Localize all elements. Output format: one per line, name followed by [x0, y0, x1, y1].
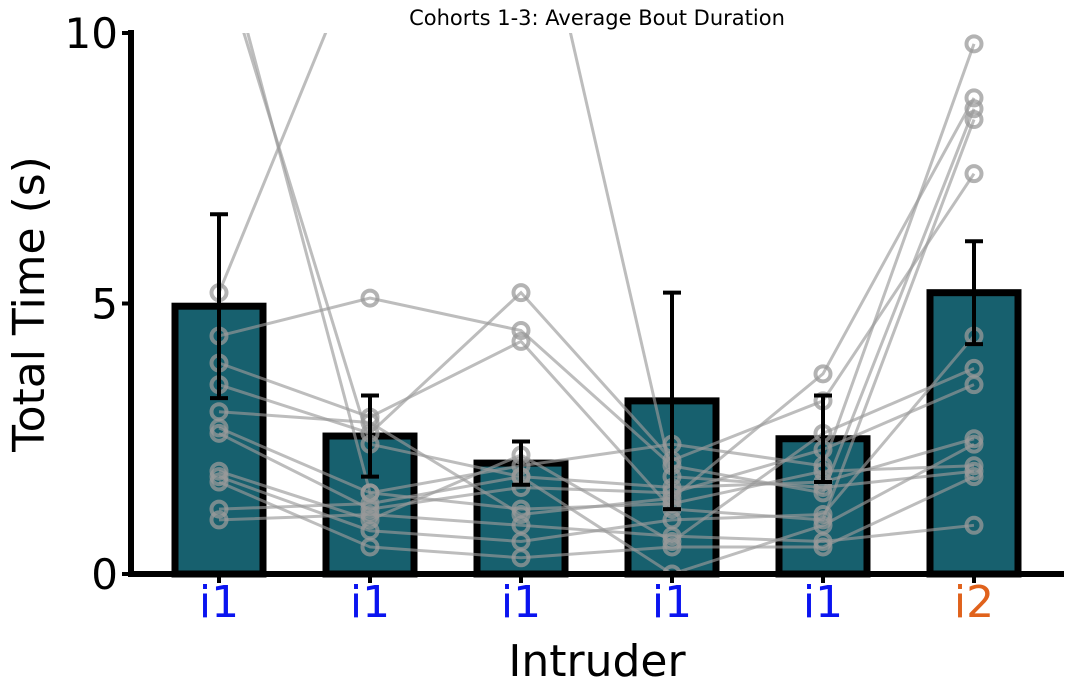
error-bar: [361, 393, 379, 479]
individual-line: [218, 383, 975, 511]
individual-line: [217, 33, 975, 489]
y-tick-label: 10: [65, 9, 118, 58]
individual-point: [662, 526, 682, 546]
x-tick-label: i1: [501, 577, 541, 628]
error-bar: [512, 439, 530, 487]
error-bars-layer: [210, 212, 983, 512]
individual-point: [662, 564, 682, 574]
individual-point: [511, 504, 531, 524]
individual-point: [964, 515, 984, 535]
individual-point: [964, 358, 984, 378]
individual-point: [360, 537, 380, 557]
x-tick-label: i1: [652, 577, 692, 628]
individual-line: [242, 33, 975, 489]
individual-point: [511, 283, 531, 303]
individual-point: [360, 288, 380, 308]
individual-point: [209, 472, 229, 492]
individual-point: [964, 467, 984, 487]
individual-point: [662, 537, 682, 557]
x-axis-label: Intruder: [508, 636, 686, 687]
individual-point: [964, 88, 984, 108]
individual-point: [964, 434, 984, 454]
y-tick-label: 0: [91, 550, 118, 599]
individual-point: [813, 504, 833, 524]
error-bar: [210, 212, 228, 401]
individual-point: [511, 321, 531, 341]
individual-line: [218, 442, 975, 574]
individual-point: [813, 532, 833, 552]
individual-point: [511, 331, 531, 351]
individual-point: [360, 504, 380, 524]
individual-point: [813, 364, 833, 384]
individual-point: [511, 515, 531, 535]
error-bar: [663, 290, 681, 512]
individual-line: [218, 512, 975, 544]
individual-point: [964, 34, 984, 54]
individual-point: [511, 548, 531, 568]
x-ticks: i1 i1 i1 i1 i1 i2: [199, 574, 994, 628]
x-tick-label: i1: [199, 577, 239, 628]
individual-point: [209, 510, 229, 530]
y-tick-label: 5: [91, 280, 118, 329]
y-axis-label: Total Time (s): [4, 156, 55, 453]
x-tick-label: i2: [954, 577, 994, 628]
individual-point: [964, 110, 984, 130]
error-bar: [965, 239, 983, 347]
individual-line: [218, 97, 976, 517]
individual-line: [218, 43, 976, 495]
individual-line: [218, 108, 976, 495]
individual-point: [964, 164, 984, 184]
individual-line: [218, 367, 975, 544]
error-bar: [814, 393, 832, 485]
individual-point: [360, 494, 380, 514]
individual-point: [813, 483, 833, 503]
x-tick-label: i1: [803, 577, 843, 628]
individual-point: [209, 499, 229, 519]
x-tick-label: i1: [350, 577, 390, 628]
individual-line: [218, 172, 976, 463]
chart-title: Cohorts 1-3: Average Bout Duration: [409, 6, 785, 30]
individual-line: [218, 475, 975, 560]
individual-line: [218, 119, 976, 522]
individual-point: [209, 423, 229, 443]
y-ticks: 0 5 10: [65, 9, 131, 599]
